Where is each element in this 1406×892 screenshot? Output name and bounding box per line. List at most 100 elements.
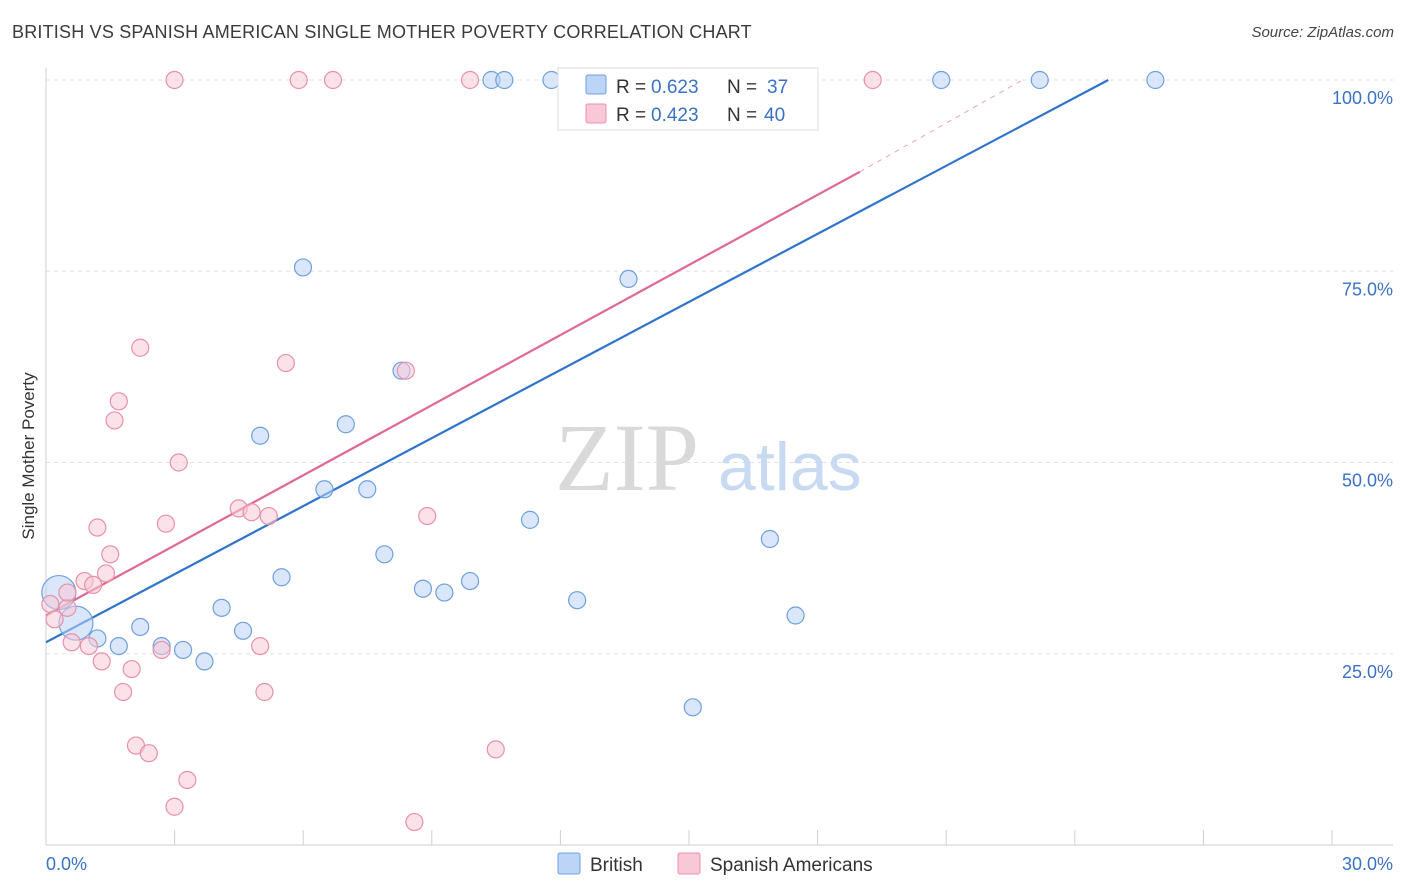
y-axis-title: Single Mother Poverty <box>19 372 38 540</box>
spanish-point-0 <box>41 594 60 614</box>
british-point-23 <box>520 510 540 529</box>
x-tick-label-0: 0.0% <box>46 854 87 874</box>
british-point-19 <box>435 583 454 602</box>
british-point-20 <box>460 571 480 591</box>
spanish-point-20 <box>156 514 176 533</box>
british-point-24 <box>542 70 561 90</box>
british-point-33 <box>1030 70 1049 90</box>
spanish-point-28 <box>255 682 274 702</box>
british-point-28 <box>683 698 702 717</box>
spanish-point-2 <box>58 598 77 617</box>
legend-r-label-british: R = <box>616 77 646 98</box>
spanish-point-14 <box>113 682 133 702</box>
legend-r-value-british: 0.623 <box>651 77 699 98</box>
bottom-legend-label-british: British <box>590 855 643 876</box>
chart-title: BRITISH VS SPANISH AMERICAN SINGLE MOTHE… <box>12 22 752 42</box>
spanish-trend-line <box>45 170 861 617</box>
legend-n-value-british: 37 <box>767 77 788 98</box>
bottom-legend: British Spanish Americans <box>557 852 873 876</box>
british-point-16 <box>375 545 394 564</box>
legend-n-label-british: N = <box>727 77 757 98</box>
spanish-point-18 <box>139 744 158 763</box>
spanish-point-26 <box>242 503 261 522</box>
spanish-point-29 <box>259 506 278 526</box>
chart-source: Source: ZipAtlas.com <box>1251 24 1394 41</box>
axes <box>45 68 1393 846</box>
top-legend: R = 0.623 N = 37 R = 0.423 N = 40 <box>557 67 819 131</box>
spanish-point-34 <box>405 812 424 832</box>
british-trend-line <box>45 79 1109 644</box>
british-point-27 <box>619 269 638 288</box>
spanish-point-22 <box>165 70 184 90</box>
spanish-point-8 <box>88 518 107 537</box>
british-point-11 <box>272 568 291 587</box>
grid-lines <box>46 79 1393 655</box>
spanish-point-37 <box>486 740 505 759</box>
spanish-point-38 <box>863 70 882 90</box>
x-axis-labels: 0.0% 30.0% <box>46 854 1393 874</box>
british-point-3 <box>109 636 128 656</box>
spanish-point-11 <box>101 545 120 564</box>
scatter-points <box>41 70 1165 832</box>
british-point-32 <box>932 70 951 90</box>
british-point-15 <box>358 480 377 499</box>
spanish-point-4 <box>62 633 81 652</box>
y-tick-label-1: 50.0% <box>1342 471 1393 491</box>
spanish-point-21 <box>165 797 184 816</box>
british-point-30 <box>760 529 779 549</box>
spanish-point-15 <box>122 659 141 679</box>
british-point-18 <box>413 579 433 598</box>
bottom-legend-swatch-spanish <box>677 852 701 875</box>
british-point-4 <box>131 617 150 637</box>
bottom-legend-label-spanish: Spanish Americans <box>710 855 873 876</box>
watermark-atlas: atlas <box>718 429 862 505</box>
legend-n-label-spanish: N = <box>727 105 757 126</box>
spanish-point-13 <box>109 392 128 411</box>
legend-n-value-spanish: 40 <box>764 105 785 126</box>
spanish-point-12 <box>105 411 124 430</box>
watermark: ZIP atlas <box>555 404 862 511</box>
spanish-point-24 <box>178 770 197 790</box>
british-point-14 <box>336 415 355 434</box>
legend-swatch-spanish <box>585 103 607 124</box>
spanish-point-19 <box>152 640 171 660</box>
spanish-point-9 <box>92 652 111 671</box>
spanish-trend-extension <box>859 79 1023 173</box>
spanish-point-35 <box>418 506 437 526</box>
spanish-point-30 <box>276 353 295 373</box>
british-point-13 <box>315 480 334 499</box>
spanish-point-23 <box>169 453 188 472</box>
british-point-12 <box>293 258 313 277</box>
british-point-10 <box>251 426 270 445</box>
trend-lines <box>45 79 1109 644</box>
spanish-point-27 <box>251 636 270 656</box>
spanish-point-1 <box>45 610 64 629</box>
british-point-34 <box>1146 70 1165 90</box>
bottom-legend-swatch-british <box>557 852 581 875</box>
british-point-8 <box>212 598 231 617</box>
y-tick-label-0: 25.0% <box>1342 662 1393 682</box>
legend-r-value-spanish: 0.423 <box>651 105 699 126</box>
spanish-point-10 <box>96 564 116 583</box>
watermark-zip: ZIP <box>555 404 699 511</box>
legend-r-label-spanish: R = <box>616 105 646 126</box>
spanish-point-3 <box>58 583 77 602</box>
y-tick-label-3: 100.0% <box>1332 88 1393 108</box>
spanish-point-32 <box>323 70 343 90</box>
spanish-point-33 <box>396 361 415 380</box>
x-tick-label-1: 30.0% <box>1342 854 1393 874</box>
british-point-9 <box>233 621 253 640</box>
legend-swatch-british <box>585 74 607 95</box>
spanish-point-7 <box>84 575 103 595</box>
spanish-point-17 <box>131 338 150 357</box>
british-point-31 <box>786 606 805 625</box>
spanish-point-6 <box>79 636 98 656</box>
y-tick-label-2: 75.0% <box>1342 279 1393 299</box>
y-axis-labels: 25.0% 50.0% 75.0% 100.0% <box>1332 88 1393 682</box>
spanish-point-36 <box>460 70 480 90</box>
spanish-point-31 <box>289 70 308 90</box>
british-point-7 <box>195 652 214 671</box>
british-point-25 <box>568 591 587 610</box>
british-point-6 <box>173 640 193 660</box>
